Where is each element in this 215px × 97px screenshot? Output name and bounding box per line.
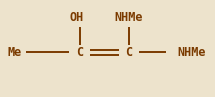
Text: NHMe: NHMe — [115, 11, 143, 24]
Text: OH: OH — [69, 11, 83, 24]
Text: NHMe: NHMe — [177, 46, 206, 59]
Text: C: C — [76, 46, 83, 59]
Text: Me: Me — [8, 46, 22, 59]
Text: C: C — [125, 46, 133, 59]
